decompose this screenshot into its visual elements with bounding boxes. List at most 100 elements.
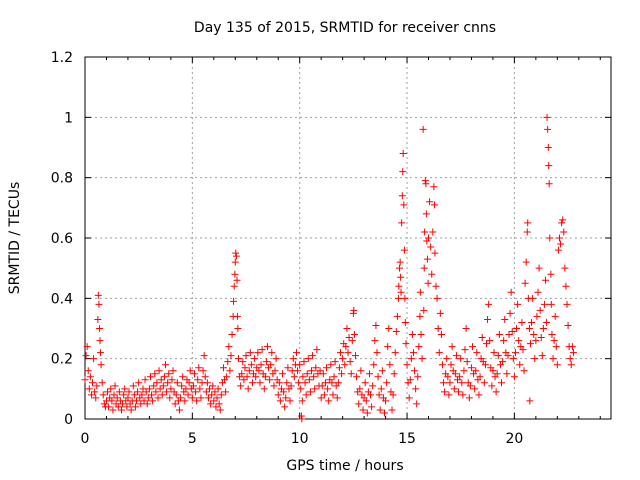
data-point <box>568 343 576 351</box>
data-point <box>488 382 496 390</box>
data-point <box>481 361 489 369</box>
data-point <box>171 400 179 408</box>
data-point <box>524 219 532 227</box>
data-point <box>327 361 335 369</box>
data-point <box>500 337 508 345</box>
x-tick-label: 5 <box>188 431 197 447</box>
data-point <box>388 406 396 414</box>
data-point <box>375 391 383 399</box>
data-point <box>237 382 245 390</box>
data-point <box>82 352 90 360</box>
data-point <box>186 367 194 375</box>
data-point <box>426 198 434 206</box>
data-point <box>359 406 367 414</box>
data-point <box>294 367 302 375</box>
data-point <box>422 180 430 188</box>
y-tick-label: 0.4 <box>51 291 73 307</box>
data-point <box>425 234 433 242</box>
data-point <box>452 352 460 360</box>
data-point <box>471 385 479 393</box>
data-point <box>399 168 407 176</box>
data-point <box>551 312 559 320</box>
data-point <box>330 373 338 381</box>
data-point <box>528 318 536 326</box>
data-point <box>195 364 203 372</box>
data-point <box>543 113 551 121</box>
data-point <box>395 282 403 290</box>
y-tick-label: 0 <box>64 412 73 428</box>
y-tick-label: 0.6 <box>51 231 73 247</box>
data-point <box>282 394 290 402</box>
data-point <box>382 397 390 405</box>
data-point <box>201 373 209 381</box>
data-point <box>193 397 201 405</box>
data-point <box>275 379 283 387</box>
data-point <box>415 343 423 351</box>
data-point <box>501 315 509 323</box>
data-point <box>467 364 475 372</box>
data-point <box>444 373 452 381</box>
data-point <box>267 361 275 369</box>
data-point <box>216 406 224 414</box>
data-point <box>339 355 347 363</box>
data-point <box>165 370 173 378</box>
data-point <box>532 337 540 345</box>
data-point <box>258 346 266 354</box>
data-point <box>159 382 167 390</box>
data-point <box>310 373 318 381</box>
data-point <box>146 373 154 381</box>
data-point <box>140 397 148 405</box>
data-point <box>350 306 358 314</box>
data-point <box>505 331 513 339</box>
data-point <box>417 331 425 339</box>
data-point <box>91 388 99 396</box>
data-point <box>365 370 373 378</box>
data-point <box>338 370 346 378</box>
data-point <box>523 228 531 236</box>
data-point <box>447 361 455 369</box>
data-point <box>156 385 164 393</box>
data-point <box>110 391 118 399</box>
data-point <box>84 367 92 375</box>
data-point <box>369 382 377 390</box>
data-point <box>461 346 469 354</box>
data-point <box>334 379 342 387</box>
data-point <box>543 318 551 326</box>
data-point <box>271 367 279 375</box>
data-point <box>427 243 435 251</box>
data-point <box>548 331 556 339</box>
data-point <box>98 379 106 387</box>
data-point <box>124 394 132 402</box>
data-point <box>235 355 243 363</box>
data-point <box>113 394 121 402</box>
data-point <box>120 391 128 399</box>
data-point <box>117 406 125 414</box>
data-point <box>320 391 328 399</box>
data-point <box>181 397 189 405</box>
data-point <box>232 249 240 257</box>
data-point <box>224 358 232 366</box>
data-point <box>141 376 149 384</box>
data-point <box>203 379 211 387</box>
data-point <box>506 309 514 317</box>
data-point <box>139 385 147 393</box>
data-point <box>504 352 512 360</box>
data-point <box>323 364 331 372</box>
data-point <box>430 183 438 191</box>
data-point <box>145 385 153 393</box>
data-point <box>317 394 325 402</box>
data-point <box>457 355 465 363</box>
data-point <box>356 385 364 393</box>
data-point <box>114 403 122 411</box>
data-point <box>190 370 198 378</box>
data-point <box>96 349 104 357</box>
data-point <box>212 403 220 411</box>
data-point <box>306 388 314 396</box>
data-point <box>422 210 430 218</box>
data-point <box>167 385 175 393</box>
data-point <box>244 385 252 393</box>
data-point <box>160 373 168 381</box>
data-point <box>539 325 547 332</box>
data-point <box>445 391 453 399</box>
data-point <box>252 373 260 381</box>
